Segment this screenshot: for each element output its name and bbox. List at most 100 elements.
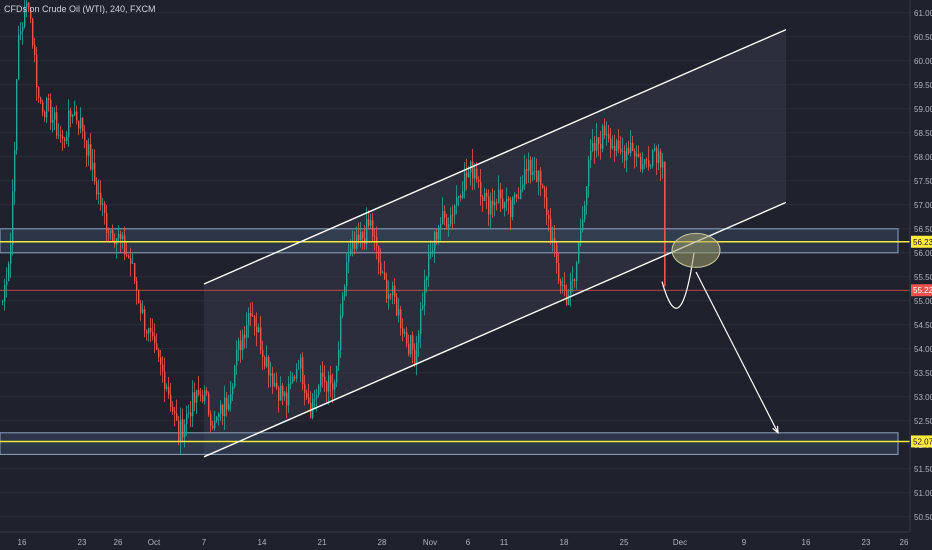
candle-body (524, 169, 526, 185)
candle-body (594, 143, 596, 151)
candle-body (312, 399, 314, 418)
candle (276, 372, 278, 390)
price-label-box (911, 284, 932, 297)
candle (542, 183, 544, 189)
candle-body (216, 416, 218, 421)
candle (170, 383, 172, 412)
candle (572, 266, 574, 293)
candle-body (526, 169, 528, 171)
candle (496, 198, 498, 211)
candle-body (262, 350, 264, 357)
candle (34, 37, 36, 63)
candle (16, 79, 18, 155)
y-tick-label: 58.00 (914, 153, 932, 162)
candle-body (460, 196, 462, 198)
candle-body (186, 413, 188, 425)
candle-body (444, 211, 446, 218)
candle-body (430, 253, 432, 255)
candle-body (590, 150, 592, 160)
candle-body (462, 191, 464, 198)
candle (596, 123, 598, 158)
y-tick-label: 56.50 (914, 225, 932, 234)
y-tick-label: 54.00 (914, 345, 932, 354)
candle (504, 201, 506, 217)
candle-body (562, 285, 564, 286)
candle-body (508, 198, 510, 201)
y-tick-label: 61.00 (914, 9, 932, 18)
candle (384, 261, 386, 280)
candle (418, 330, 420, 357)
candle-body (72, 115, 74, 117)
candle-body (210, 414, 212, 426)
candle-body (144, 309, 146, 331)
y-tick-label: 51.00 (914, 489, 932, 498)
candle-body (306, 392, 308, 398)
candle (558, 252, 560, 284)
candle (142, 300, 144, 315)
candle (160, 349, 162, 376)
candle-body (452, 214, 454, 216)
candle-body (14, 150, 16, 192)
candle-body (300, 357, 302, 369)
y-tick-label: 53.50 (914, 369, 932, 378)
x-tick-label: 26 (114, 538, 123, 547)
candle (458, 195, 460, 207)
candle-body (252, 316, 254, 317)
candle (78, 120, 80, 136)
x-tick-label: 14 (258, 538, 267, 547)
x-tick-label: 21 (318, 538, 327, 547)
candle (396, 292, 398, 317)
x-tick-label: 25 (620, 538, 629, 547)
candle (634, 148, 636, 169)
candle-body (268, 357, 270, 376)
candle-body (378, 246, 380, 263)
candle (424, 269, 426, 316)
candle-body (540, 170, 542, 186)
candle (306, 389, 308, 401)
candle-body (60, 134, 62, 137)
candle (158, 347, 160, 362)
candle (378, 245, 380, 275)
candle-body (42, 101, 44, 112)
candle (238, 337, 240, 362)
candle (426, 275, 428, 293)
candle (532, 157, 534, 182)
candle (62, 129, 64, 151)
candle (454, 204, 456, 224)
candle-body (254, 316, 256, 327)
candle (202, 389, 204, 404)
candle-body (158, 349, 160, 358)
candle (168, 376, 170, 399)
candle (274, 373, 276, 388)
candle (10, 232, 12, 279)
candle-body (80, 117, 82, 129)
candle-body (330, 375, 332, 384)
candle-body (86, 140, 88, 156)
candle (382, 270, 384, 274)
candle (334, 379, 336, 401)
candle-body (546, 197, 548, 215)
candle (218, 412, 220, 426)
candle (204, 385, 206, 405)
candle (296, 363, 298, 383)
candle-body (332, 383, 334, 390)
candle-body (96, 181, 98, 195)
candle-body (606, 134, 608, 136)
candle (564, 272, 566, 297)
candle-body (62, 136, 64, 139)
candle-body (40, 97, 42, 102)
candle (318, 383, 320, 398)
candle-body (482, 196, 484, 201)
candle-body (250, 313, 252, 317)
candle (636, 145, 638, 167)
candle (488, 189, 490, 227)
candle-body (276, 382, 278, 388)
candle (352, 230, 354, 257)
price-axis (910, 0, 932, 550)
candle (500, 183, 502, 212)
candle (64, 136, 66, 149)
candle (6, 267, 8, 298)
candle-body (578, 242, 580, 263)
